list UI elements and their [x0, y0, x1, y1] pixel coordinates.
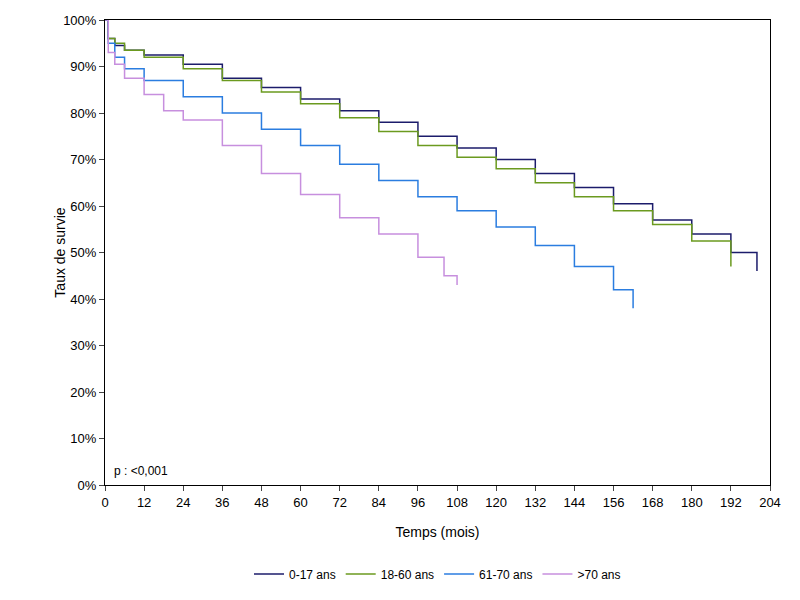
svg-text:18-60 ans: 18-60 ans [381, 568, 434, 582]
svg-text:156: 156 [603, 495, 625, 510]
svg-text:0%: 0% [78, 478, 97, 493]
svg-text:108: 108 [446, 495, 468, 510]
svg-text:>70 ans: >70 ans [577, 568, 620, 582]
svg-text:100%: 100% [63, 13, 97, 28]
svg-text:36: 36 [215, 495, 229, 510]
svg-text:12: 12 [137, 495, 151, 510]
svg-text:0: 0 [101, 495, 108, 510]
svg-text:120: 120 [485, 495, 507, 510]
svg-text:70%: 70% [70, 152, 96, 167]
svg-text:50%: 50% [70, 245, 96, 260]
svg-text:p : <0,001: p : <0,001 [114, 464, 168, 478]
svg-text:0-17 ans: 0-17 ans [289, 568, 336, 582]
svg-text:168: 168 [642, 495, 664, 510]
svg-text:180: 180 [681, 495, 703, 510]
svg-text:96: 96 [411, 495, 425, 510]
svg-text:80%: 80% [70, 106, 96, 121]
svg-text:60%: 60% [70, 199, 96, 214]
svg-text:48: 48 [254, 495, 268, 510]
svg-text:132: 132 [524, 495, 546, 510]
svg-text:90%: 90% [70, 59, 96, 74]
svg-text:84: 84 [372, 495, 386, 510]
svg-text:61-70 ans: 61-70 ans [479, 568, 532, 582]
svg-text:40%: 40% [70, 292, 96, 307]
svg-text:10%: 10% [70, 431, 96, 446]
svg-text:Temps (mois): Temps (mois) [395, 524, 479, 540]
svg-text:192: 192 [720, 495, 742, 510]
svg-text:204: 204 [759, 495, 781, 510]
svg-text:72: 72 [332, 495, 346, 510]
svg-text:30%: 30% [70, 338, 96, 353]
svg-text:Taux de survie: Taux de survie [52, 207, 68, 297]
svg-text:60: 60 [293, 495, 307, 510]
svg-text:144: 144 [564, 495, 586, 510]
svg-text:24: 24 [176, 495, 190, 510]
svg-text:20%: 20% [70, 385, 96, 400]
